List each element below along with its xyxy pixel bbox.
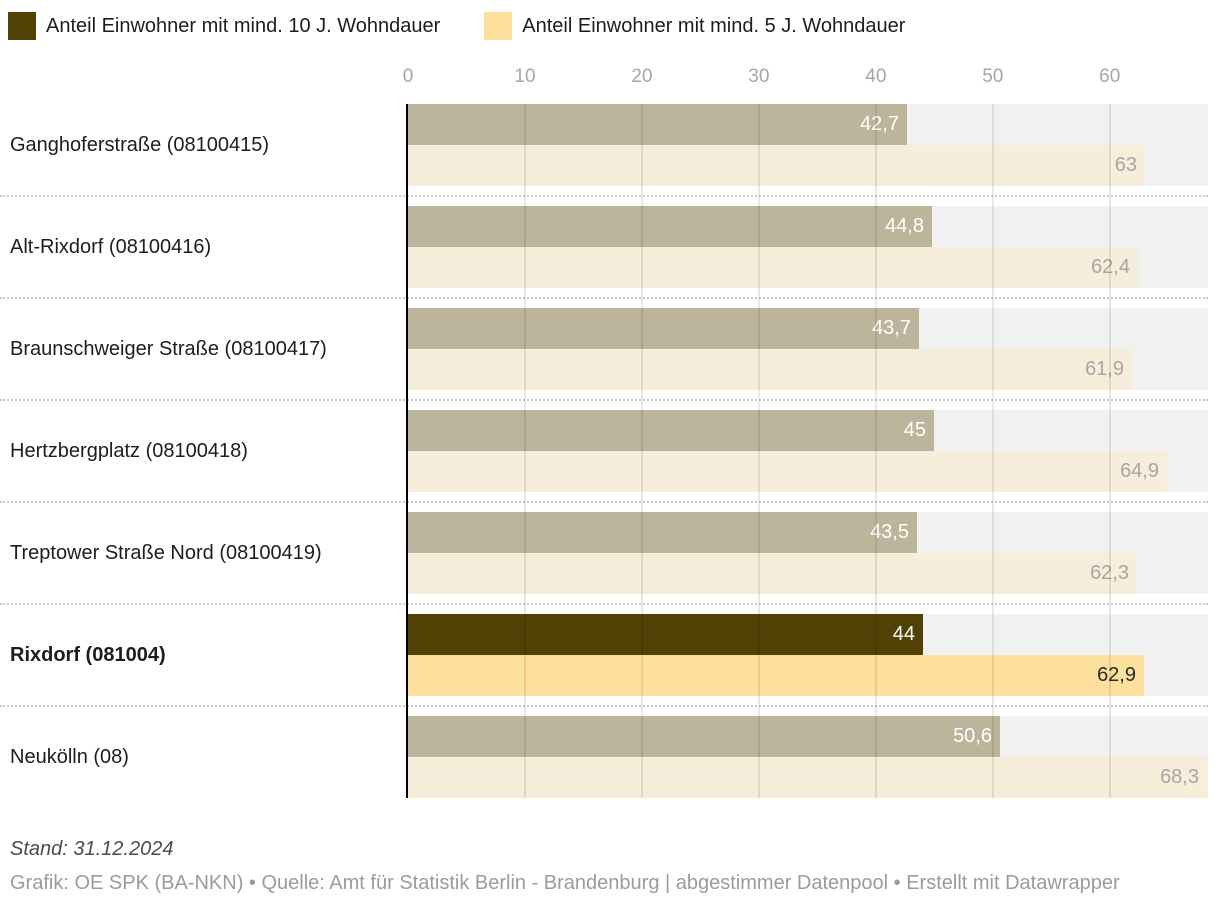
row-separator <box>0 603 1208 605</box>
axis-tick-label: 40 <box>865 66 887 87</box>
bar-value-label: 45 <box>903 419 926 441</box>
gridline <box>523 104 526 798</box>
gridline <box>757 104 760 798</box>
row-separator <box>0 501 1208 503</box>
axis-zero-line <box>406 104 408 798</box>
row-separator <box>0 195 1208 197</box>
bar-value-label: 42,7 <box>860 113 899 135</box>
bar-value-label: 64,9 <box>1120 460 1159 482</box>
bar-5j-wohndauer: 62,3 <box>408 553 1137 594</box>
gridline <box>991 104 994 798</box>
axis-tick-label: 10 <box>514 66 536 87</box>
footer-credits: Grafik: OE SPK (BA-NKN) • Quelle: Amt fü… <box>10 872 1120 894</box>
row-label: Neukölln (08) <box>10 745 129 768</box>
bar-value-label: 62,4 <box>1091 256 1130 278</box>
row-label: Alt-Rixdorf (08100416) <box>10 235 212 258</box>
bar-value-label: 62,3 <box>1090 562 1129 584</box>
footer-note: Stand: 31.12.2024 <box>10 838 174 860</box>
bar-10j-wohndauer: 45 <box>408 410 934 451</box>
axis-tick-label: 30 <box>748 66 770 87</box>
legend-item-5j: Anteil Einwohner mit mind. 5 J. Wohndaue… <box>484 12 905 40</box>
row-label: Braunschweiger Straße (08100417) <box>10 337 327 360</box>
bar-10j-wohndauer: 43,5 <box>408 512 917 553</box>
bar-5j-wohndauer: 62,9 <box>408 655 1144 696</box>
bar-value-label: 44 <box>892 623 915 645</box>
bar-10j-wohndauer: 43,7 <box>408 308 919 349</box>
bar-value-label: 43,7 <box>872 317 911 339</box>
bar-value-label: 68,3 <box>1160 766 1199 788</box>
bar-10j-wohndauer: 44,8 <box>408 206 932 247</box>
bar-5j-wohndauer: 62,4 <box>408 247 1138 288</box>
bar-5j-wohndauer: 68,3 <box>408 757 1207 798</box>
row-label: Hertzbergplatz (08100418) <box>10 439 248 462</box>
gridline <box>640 104 643 798</box>
bar-5j-wohndauer: 61,9 <box>408 349 1132 390</box>
axis-tick-label: 0 <box>402 66 414 87</box>
axis-tick-label: 60 <box>1099 66 1121 87</box>
row-label: Treptower Straße Nord (08100419) <box>10 541 322 564</box>
legend-label-5j: Anteil Einwohner mit mind. 5 J. Wohndaue… <box>522 15 906 37</box>
axis-tick-label: 20 <box>631 66 653 87</box>
bar-value-label: 43,5 <box>870 521 909 543</box>
legend: Anteil Einwohner mit mind. 10 J. Wohndau… <box>8 12 905 40</box>
row-separator <box>0 705 1208 707</box>
bar-10j-wohndauer: 44 <box>408 614 923 655</box>
bar-10j-wohndauer: 50,6 <box>408 716 1000 757</box>
axis-tick-label: 50 <box>982 66 1004 87</box>
bar-5j-wohndauer: 64,9 <box>408 451 1167 492</box>
row-label: Ganghoferstraße (08100415) <box>10 133 270 156</box>
legend-item-10j: Anteil Einwohner mit mind. 10 J. Wohndau… <box>8 12 440 40</box>
legend-swatch-10j-icon <box>8 12 36 40</box>
legend-swatch-5j-icon <box>484 12 513 40</box>
bar-value-label: 50,6 <box>953 725 992 747</box>
bar-value-label: 44,8 <box>885 215 924 237</box>
gridline <box>874 104 877 798</box>
gridline <box>1108 104 1111 798</box>
bar-10j-wohndauer: 42,7 <box>408 104 907 145</box>
bar-value-label: 62,9 <box>1097 664 1136 686</box>
bar-value-label: 61,9 <box>1085 358 1124 380</box>
row-separator <box>0 399 1208 401</box>
bar-5j-wohndauer: 63 <box>408 145 1145 186</box>
bar-value-label: 63 <box>1114 154 1137 176</box>
row-label: Rixdorf (081004) <box>10 643 166 666</box>
row-separator <box>0 297 1208 299</box>
legend-label-10j: Anteil Einwohner mit mind. 10 J. Wohndau… <box>46 15 441 37</box>
